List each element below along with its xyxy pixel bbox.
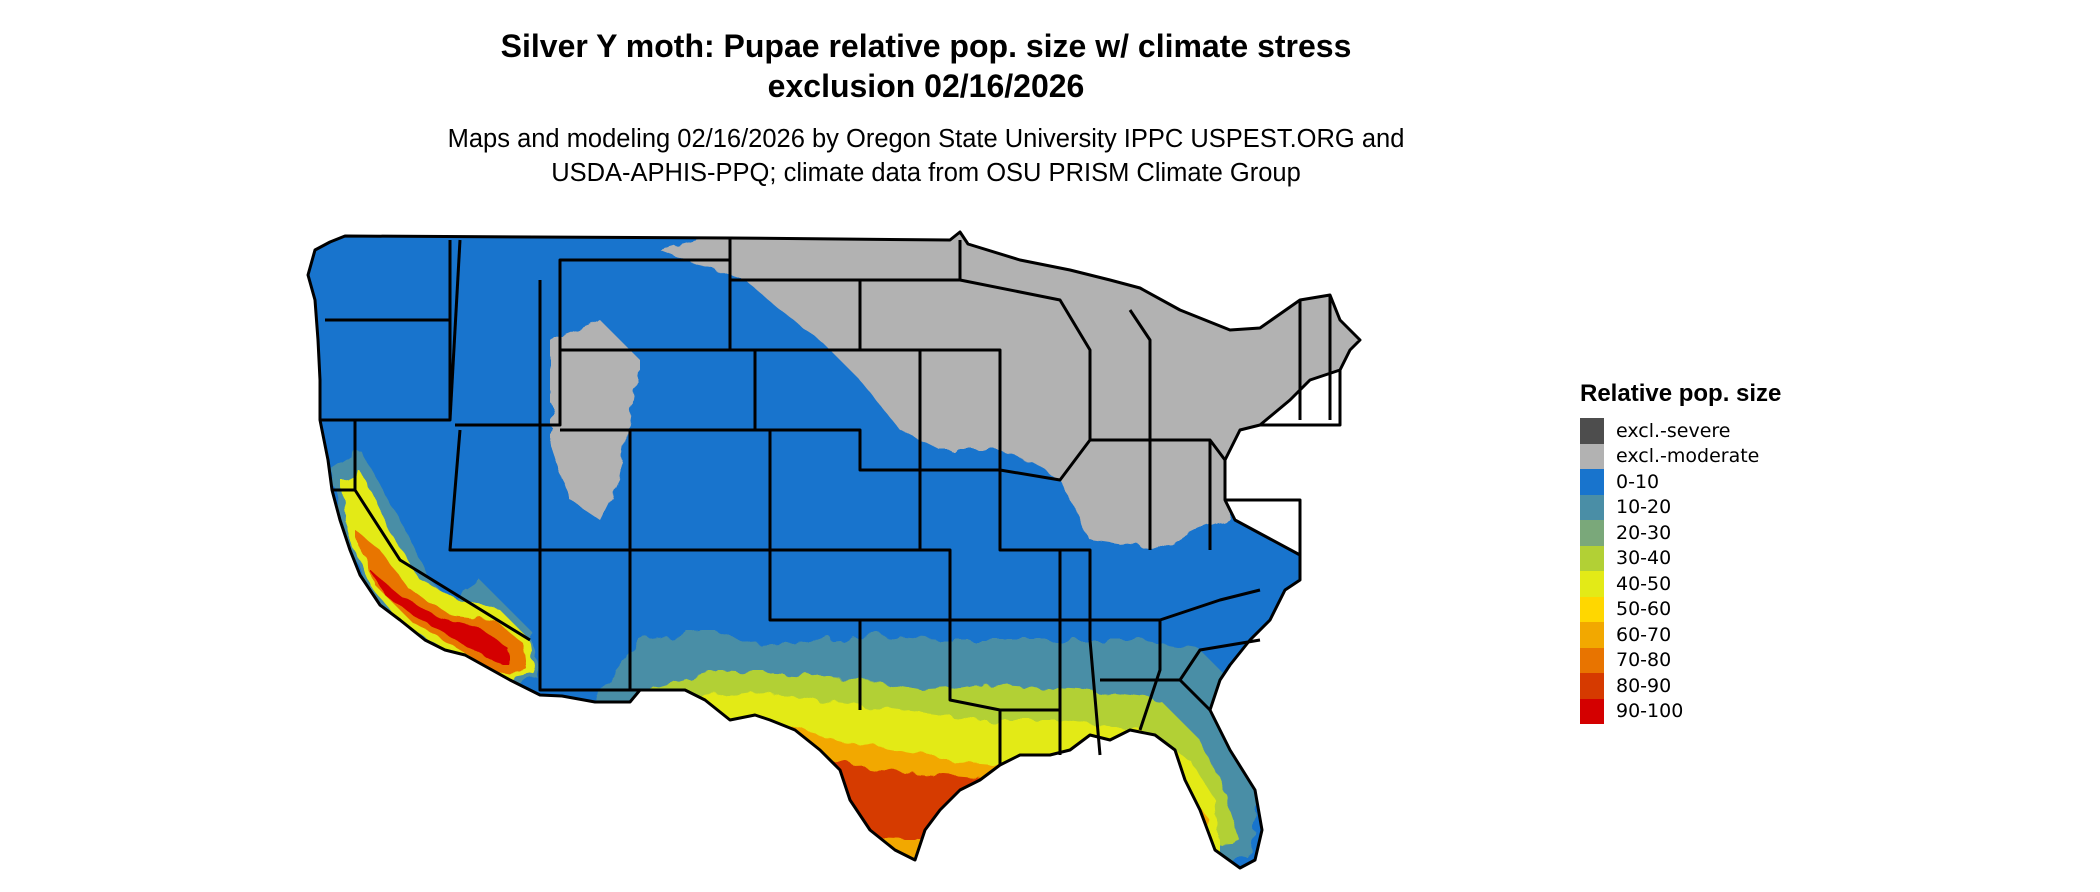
legend-label: 30-40 (1616, 547, 1672, 570)
map-subtitle-line-2: USDA-APHIS-PPQ; climate data from OSU PR… (551, 159, 1301, 187)
region-west-90-100 (370, 570, 510, 665)
legend-swatch (1580, 596, 1604, 622)
legend-swatch (1580, 647, 1604, 673)
legend-label: 60-70 (1616, 623, 1672, 646)
legend-item-60-70: 60-70 (1580, 622, 1781, 648)
legend-item-80-90: 80-90 (1580, 673, 1781, 699)
legend-items: excl.-severe excl.-moderate 0-10 10-20 2… (1580, 418, 1781, 724)
map-title: Silver Y moth: Pupae relative pop. size … (0, 26, 1852, 106)
legend-swatch (1580, 418, 1604, 444)
legend-item-0-10: 0-10 (1580, 469, 1781, 495)
legend-item-90-100: 90-100 (1580, 698, 1781, 724)
legend-item-40-50: 40-50 (1580, 571, 1781, 597)
legend-swatch (1580, 443, 1604, 469)
legend-swatch (1580, 469, 1604, 495)
legend-label: 10-20 (1616, 496, 1672, 519)
legend-label: 0-10 (1616, 470, 1660, 493)
legend-label: 80-90 (1616, 674, 1672, 697)
legend-swatch (1580, 698, 1604, 724)
legend-swatch (1580, 494, 1604, 520)
legend-item-excl-severe: excl.-severe (1580, 418, 1781, 444)
legend-item-70-80: 70-80 (1580, 647, 1781, 673)
legend-swatch (1580, 520, 1604, 546)
region-excluded-rockies (550, 320, 640, 520)
legend-label: 90-100 (1616, 700, 1684, 723)
legend-label: 70-80 (1616, 649, 1672, 672)
legend-label: 20-30 (1616, 521, 1672, 544)
legend-item-30-40: 30-40 (1580, 545, 1781, 571)
map-title-line-1: Silver Y moth: Pupae relative pop. size … (500, 28, 1352, 64)
legend-item-50-60: 50-60 (1580, 596, 1781, 622)
map-title-line-2: exclusion 02/16/2026 (767, 68, 1085, 104)
legend-label: excl.-moderate (1616, 445, 1760, 468)
state-boundaries (306, 230, 1362, 870)
map-fill (308, 232, 1360, 868)
legend-item-excl-moderate: excl.-moderate (1580, 443, 1781, 469)
legend-title: Relative pop. size (1580, 380, 1782, 407)
legend: Relative pop. size excl.-severe excl.-mo… (1580, 380, 1781, 724)
map-subtitle-line-1: Maps and modeling 02/16/2026 by Oregon S… (447, 125, 1405, 153)
map-subtitle: Maps and modeling 02/16/2026 by Oregon S… (0, 122, 1852, 190)
legend-label: 50-60 (1616, 598, 1672, 621)
legend-swatch (1580, 545, 1604, 571)
legend-swatch (1580, 571, 1604, 597)
legend-label: excl.-severe (1616, 419, 1731, 442)
legend-item-10-20: 10-20 (1580, 494, 1781, 520)
legend-label: 40-50 (1616, 572, 1672, 595)
legend-swatch (1580, 622, 1604, 648)
legend-swatch (1580, 673, 1604, 699)
us-map (306, 230, 1362, 870)
legend-item-20-30: 20-30 (1580, 520, 1781, 546)
